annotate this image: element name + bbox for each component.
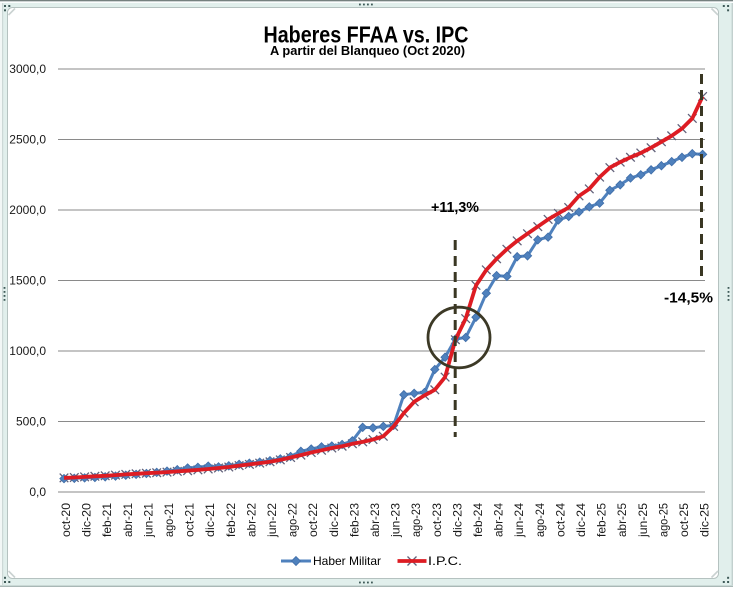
svg-text:dic-22: dic-22	[327, 503, 341, 537]
svg-text:dic-20: dic-20	[80, 503, 94, 537]
svg-text:ago-22: ago-22	[286, 503, 300, 537]
svg-text:-14,5%: -14,5%	[664, 291, 713, 307]
svg-text:oct-24: oct-24	[553, 503, 567, 537]
svg-text:oct-22: oct-22	[306, 503, 320, 537]
svg-text:I.P.C.: I.P.C.	[428, 554, 462, 568]
svg-text:oct-25: oct-25	[677, 503, 691, 537]
svg-text:feb-23: feb-23	[347, 503, 361, 537]
svg-text:+11,3%: +11,3%	[431, 200, 479, 216]
svg-text:abr-21: abr-21	[121, 503, 135, 537]
svg-text:dic-25: dic-25	[698, 503, 712, 537]
svg-text:Haberes FFAA vs. IPC: Haberes FFAA vs. IPC	[264, 22, 469, 48]
svg-text:2500,0: 2500,0	[9, 133, 46, 147]
svg-text:3000,0: 3000,0	[9, 62, 46, 76]
svg-text:Haber Militar: Haber Militar	[313, 554, 381, 568]
svg-text:dic-24: dic-24	[574, 503, 588, 537]
svg-text:dic-23: dic-23	[450, 503, 464, 537]
svg-text:ago-21: ago-21	[162, 503, 176, 537]
svg-text:1500,0: 1500,0	[9, 274, 46, 288]
svg-text:A partir del Blanqueo (Oct 202: A partir del Blanqueo (Oct 2020)	[270, 43, 465, 58]
svg-text:abr-25: abr-25	[615, 503, 629, 537]
svg-text:1000,0: 1000,0	[9, 344, 46, 358]
svg-text:ago-25: ago-25	[656, 503, 670, 537]
svg-text:jun-22: jun-22	[265, 503, 279, 538]
svg-text:feb-25: feb-25	[595, 503, 609, 537]
svg-text:abr-24: abr-24	[492, 503, 506, 537]
svg-text:feb-21: feb-21	[100, 503, 114, 537]
svg-text:feb-22: feb-22	[224, 503, 238, 537]
svg-text:500,0: 500,0	[16, 415, 46, 429]
svg-text:oct-21: oct-21	[183, 503, 197, 537]
svg-text:oct-23: oct-23	[430, 503, 444, 537]
svg-text:dic-21: dic-21	[203, 503, 217, 537]
svg-text:oct-20: oct-20	[59, 503, 73, 537]
svg-text:jun-24: jun-24	[512, 503, 526, 538]
svg-text:abr-22: abr-22	[244, 503, 258, 537]
svg-text:jun-23: jun-23	[389, 503, 403, 538]
svg-text:jun-21: jun-21	[141, 503, 155, 538]
svg-text:2000,0: 2000,0	[9, 203, 46, 217]
svg-text:ago-23: ago-23	[409, 503, 423, 537]
svg-text:abr-23: abr-23	[368, 503, 382, 537]
svg-text:0,0: 0,0	[29, 485, 46, 499]
svg-text:feb-24: feb-24	[471, 503, 485, 537]
svg-text:ago-24: ago-24	[533, 503, 547, 537]
svg-text:jun-25: jun-25	[636, 503, 650, 538]
